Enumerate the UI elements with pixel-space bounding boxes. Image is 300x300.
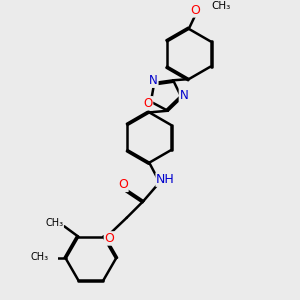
- Text: O: O: [118, 178, 128, 191]
- Text: O: O: [104, 232, 114, 245]
- Text: N: N: [179, 89, 188, 102]
- Text: CH₃: CH₃: [212, 1, 231, 11]
- Text: CH₃: CH₃: [45, 218, 63, 228]
- Text: O: O: [190, 4, 200, 17]
- Text: NH: NH: [156, 173, 175, 186]
- Text: N: N: [149, 74, 158, 87]
- Text: O: O: [143, 97, 153, 110]
- Text: CH₃: CH₃: [30, 252, 48, 262]
